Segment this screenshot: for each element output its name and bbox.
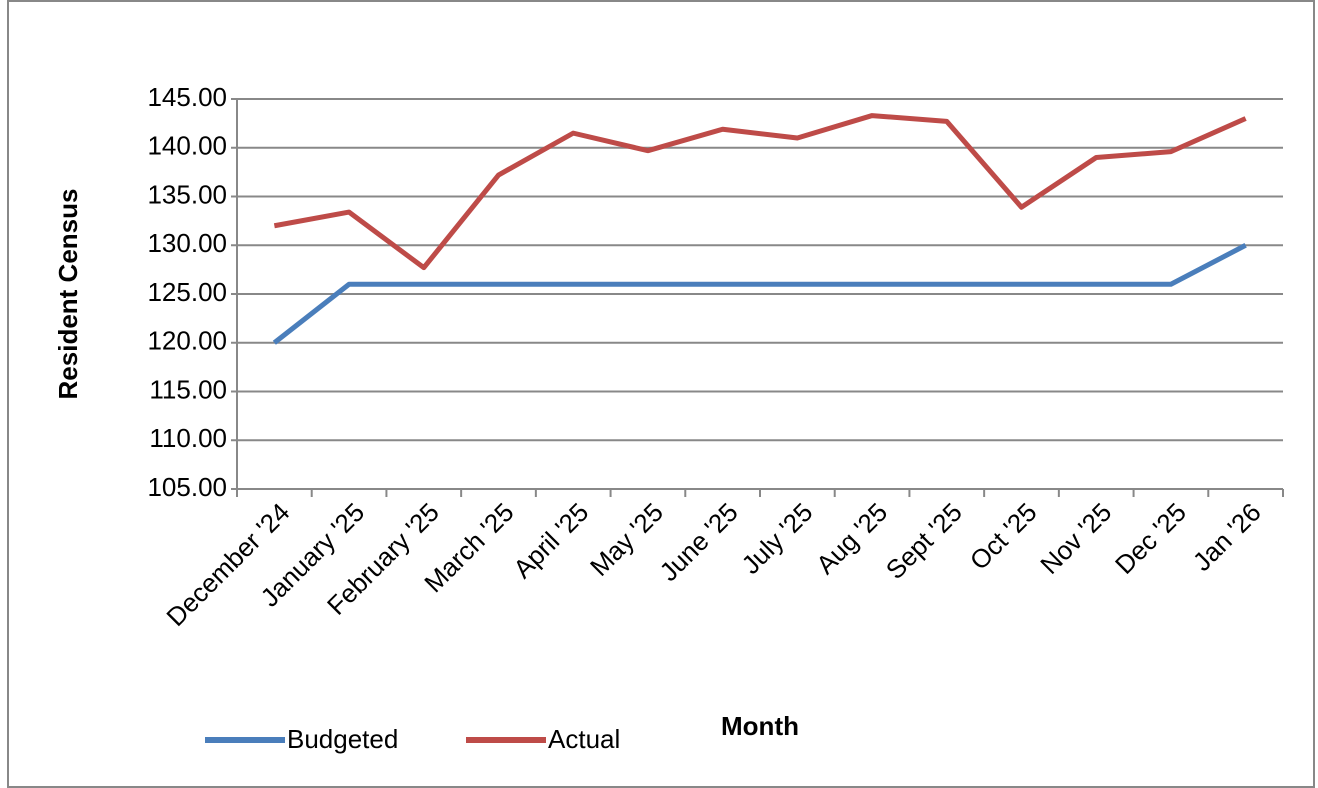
x-tick-label: Sept '25 (880, 497, 968, 585)
y-tick-label: 105.00 (147, 472, 227, 502)
y-tick-label: 120.00 (147, 326, 227, 356)
chart-border (7, 0, 1315, 788)
x-axis-title: Month (721, 711, 799, 741)
x-tick-label: July '25 (735, 497, 818, 580)
x-tick-label: Aug '25 (810, 497, 893, 580)
y-tick-label: 140.00 (147, 131, 227, 161)
y-tick-label: 125.00 (147, 277, 227, 307)
y-tick-label: 115.00 (149, 374, 227, 404)
x-tick-label: Nov '25 (1034, 497, 1117, 580)
x-tick-label: Dec '25 (1109, 497, 1192, 580)
legend-label: Actual (548, 724, 620, 754)
x-tick-label: June '25 (654, 497, 744, 587)
y-tick-label: 130.00 (147, 228, 227, 258)
y-tick-label: 110.00 (149, 423, 227, 453)
legend-label: Budgeted (287, 724, 398, 754)
y-tick-label: 145.00 (147, 82, 227, 112)
y-axis-title: Resident Census (53, 189, 83, 400)
data-line (272, 243, 1247, 345)
x-tick-label: Jan '26 (1187, 497, 1267, 577)
x-tick-label: April '25 (507, 497, 594, 584)
data-line (273, 113, 1247, 271)
y-tick-label: 135.00 (147, 179, 227, 209)
x-tick-label: Oct '25 (964, 497, 1043, 576)
